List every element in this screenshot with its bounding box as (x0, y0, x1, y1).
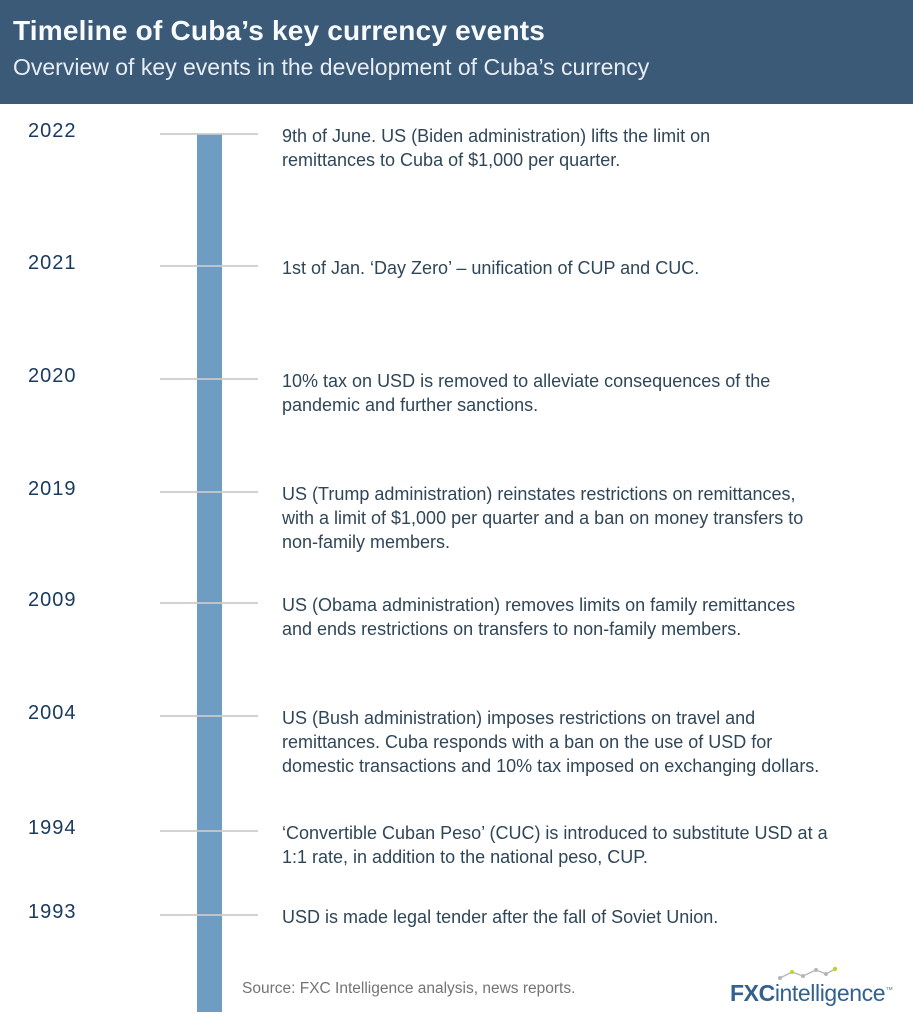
event-description: 9th of June. US (Biden administration) l… (282, 126, 711, 170)
event-description: US (Obama administration) removes limits… (282, 595, 796, 639)
event-description: USD is made legal tender after the fall … (282, 907, 719, 927)
event-description: ‘Convertible Cuban Peso’ (CUC) is introd… (282, 823, 828, 867)
tick-line (160, 491, 258, 493)
tick-line (160, 715, 258, 717)
timeline-bar (197, 134, 222, 1012)
year-label: 2022 (28, 120, 77, 142)
year-label: 2004 (28, 702, 77, 724)
logo-intelligence: intelligence (774, 980, 886, 1006)
tick-line (160, 265, 258, 267)
trademark-symbol: ™ (885, 985, 893, 995)
tick-line (160, 830, 258, 832)
tick-line (160, 602, 258, 604)
page-title: Timeline of Cuba’s key currency events (13, 15, 546, 46)
fxc-intelligence-logo: FXCintelligence™ (730, 966, 910, 1012)
tick-line (160, 133, 258, 135)
year-label: 1994 (28, 817, 77, 839)
sparkline-icon (778, 966, 838, 980)
event-description: 1st of Jan. ‘Day Zero’ – unification of … (282, 258, 700, 278)
year-label: 2009 (28, 589, 77, 611)
header: Timeline of Cuba’s key currency events O… (0, 0, 913, 104)
event-description: US (Bush administration) imposes restric… (282, 708, 820, 776)
tick-line (160, 914, 258, 916)
year-label: 2019 (28, 478, 77, 500)
event-description: 10% tax on USD is removed to alleviate c… (282, 371, 771, 415)
logo-wordmark: FXCintelligence™ (730, 980, 893, 1007)
event-description: US (Trump administration) reinstates res… (282, 484, 804, 552)
year-label: 2020 (28, 365, 77, 387)
year-label: 2021 (28, 252, 77, 274)
page-subtitle: Overview of key events in the developmen… (13, 54, 650, 80)
year-label: 1993 (28, 901, 77, 923)
logo-fxc: FXC (730, 980, 775, 1006)
tick-line (160, 378, 258, 380)
source-note: Source: FXC Intelligence analysis, news … (242, 980, 576, 997)
